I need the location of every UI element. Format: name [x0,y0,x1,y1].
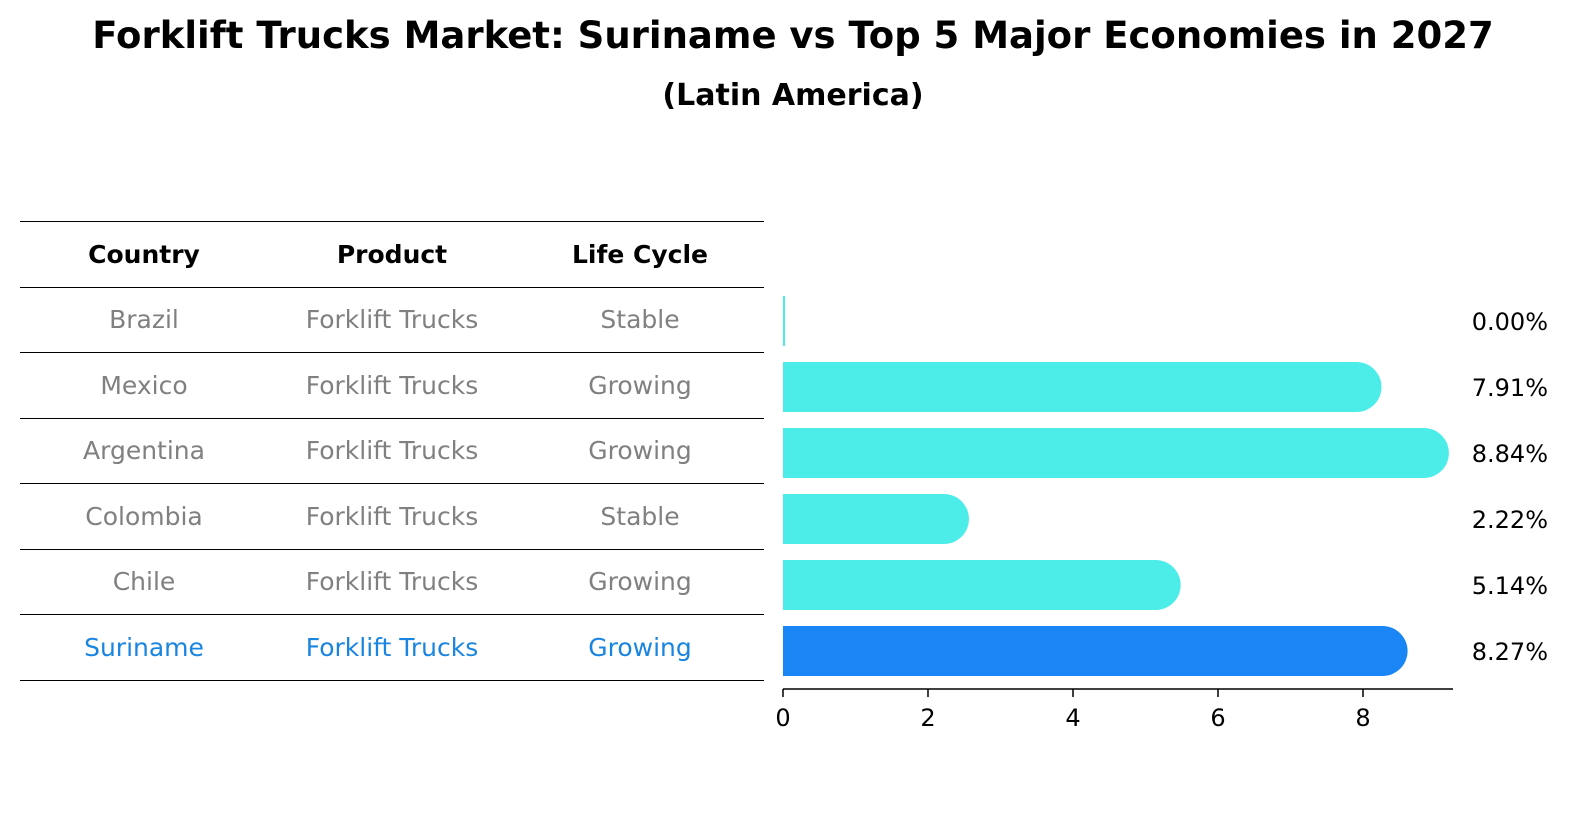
country-cell: Colombia [85,501,203,531]
product-cell: Forklift Trucks [305,436,479,466]
x-tick-label: 8 [1355,704,1370,732]
value-label-suriname: 8.27% [1472,638,1548,666]
header-country: Country [88,239,200,269]
product-cell: Forklift Trucks [305,501,479,531]
bar-brazil [783,296,785,346]
bar-colombia [783,494,969,544]
bar-argentina [783,428,1449,478]
life-cycle-cell: Stable [600,305,680,335]
product-cell: Forklift Trucks [305,567,479,597]
table-row: Brazil Forklift Trucks Stable [20,288,764,353]
bar-mexico [783,362,1382,412]
x-tick-label: 2 [920,704,935,732]
chart-title: Forklift Trucks Market: Suriname vs Top … [92,14,1494,57]
chart-subtitle: (Latin America) [662,78,924,113]
country-cell: Chile [112,567,176,597]
product-cell: Forklift Trucks [305,305,479,335]
value-label-mexico: 7.91% [1472,374,1548,402]
bar-suriname [783,626,1408,676]
life-cycle-cell: Growing [588,370,692,400]
table-row: Colombia Forklift Trucks Stable [20,484,764,550]
header-product: Product [336,239,448,269]
x-tick-label: 6 [1210,704,1225,732]
life-cycle-cell: Growing [588,632,692,662]
country-table: Country Product Life Cycle Brazil Forkli… [20,221,764,681]
bar-chile [783,560,1181,610]
table-row: Argentina Forklift Trucks Growing [20,419,764,484]
table-row: Chile Forklift Trucks Growing [20,550,764,615]
value-label-brazil: 0.00% [1472,308,1548,336]
life-cycle-cell: Growing [588,436,692,466]
x-tick-label: 0 [775,704,790,732]
value-label-chile: 5.14% [1472,572,1548,600]
life-cycle-cell: Growing [588,567,692,597]
product-cell: Forklift Trucks [305,370,479,400]
x-tick-label: 4 [1065,704,1080,732]
country-cell: Suriname [84,632,204,662]
country-cell: Mexico [100,370,188,400]
value-label-argentina: 8.84% [1472,440,1548,468]
table-header-row: Country Product Life Cycle [20,222,764,288]
product-cell: Forklift Trucks [305,632,479,662]
table-row: Mexico Forklift Trucks Growing [20,353,764,419]
table-row-highlight: Suriname Forklift Trucks Growing [20,615,764,681]
value-label-colombia: 2.22% [1472,506,1548,534]
header-life-cycle: Life Cycle [571,239,709,269]
country-cell: Argentina [83,436,205,466]
life-cycle-cell: Stable [600,501,680,531]
country-cell: Brazil [109,305,179,335]
